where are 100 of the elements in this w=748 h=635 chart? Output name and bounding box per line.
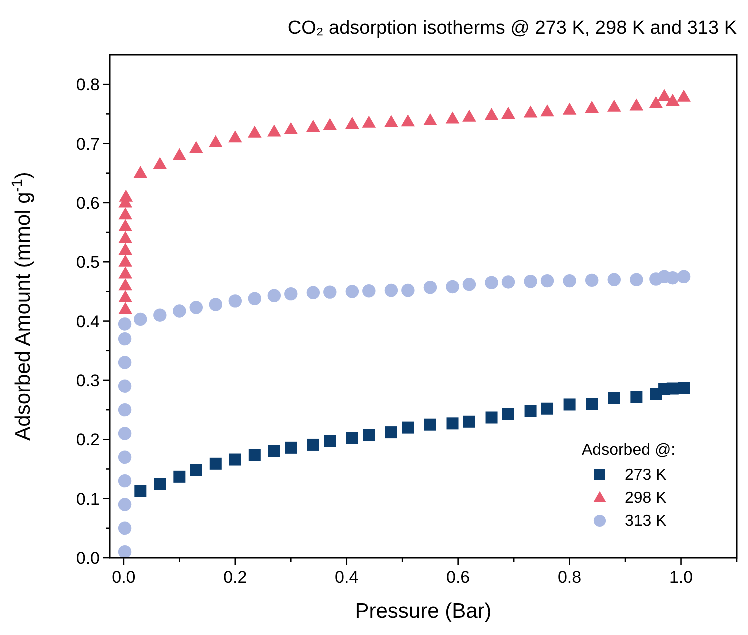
legend-title: Adsorbed @:: [582, 442, 676, 459]
point: [677, 270, 691, 284]
point: [424, 418, 436, 431]
point: [118, 450, 132, 464]
point: [362, 284, 376, 298]
point: [118, 243, 133, 256]
point: [384, 284, 398, 298]
point: [630, 391, 643, 404]
point: [363, 430, 376, 442]
point: [228, 130, 242, 143]
point: [209, 298, 222, 312]
point: [189, 141, 204, 154]
point: [248, 449, 261, 462]
point: [424, 113, 438, 126]
point: [285, 442, 298, 454]
point: [402, 422, 414, 434]
chart-title: CO₂ adsorption isotherms @ 273 K, 298 K and 313 K: [288, 18, 738, 39]
point: [446, 112, 460, 124]
point: [463, 416, 476, 428]
point: [208, 135, 223, 148]
point: [210, 458, 222, 470]
y-tick-label: 0.4: [76, 312, 100, 332]
x-tick-label: 0.8: [558, 568, 582, 587]
point: [563, 274, 576, 288]
point: [346, 285, 360, 298]
point: [284, 287, 298, 301]
point: [118, 498, 132, 512]
point: [607, 100, 622, 112]
point: [540, 104, 554, 117]
point: [630, 273, 644, 286]
legend-label: 273 K: [625, 467, 668, 484]
point: [118, 254, 133, 267]
point: [134, 312, 148, 326]
point: [118, 231, 133, 244]
legend-label: 298 K: [625, 490, 668, 507]
point: [485, 276, 498, 290]
x-axis-title: Pressure (Bar): [355, 600, 492, 623]
point: [118, 380, 132, 393]
point: [228, 294, 242, 308]
point: [346, 117, 360, 130]
point: [484, 108, 499, 120]
point: [118, 302, 133, 314]
point: [424, 280, 438, 294]
point: [630, 98, 644, 111]
point: [649, 96, 664, 108]
point: [502, 276, 516, 289]
point: [284, 122, 298, 134]
point: [118, 356, 132, 370]
point: [446, 280, 460, 294]
x-tick-label: 1.0: [669, 568, 694, 587]
point: [173, 304, 186, 318]
point: [118, 208, 133, 220]
point: [118, 474, 132, 488]
point: [446, 418, 459, 430]
point: [585, 101, 599, 114]
point: [154, 478, 166, 490]
point: [324, 286, 337, 299]
point: [118, 278, 133, 291]
y-tick-label: 0.2: [76, 430, 100, 450]
point: [346, 432, 358, 444]
point: [154, 308, 167, 322]
point: [118, 332, 132, 346]
point: [608, 273, 621, 286]
point: [268, 445, 280, 458]
point: [306, 120, 320, 132]
point: [486, 412, 498, 424]
point: [586, 398, 598, 410]
point: [248, 292, 262, 306]
point: [502, 408, 514, 420]
point: [174, 470, 186, 483]
point: [666, 271, 680, 285]
point: [118, 266, 133, 279]
point: [324, 435, 336, 448]
point: [462, 278, 476, 292]
point: [172, 148, 187, 160]
x-tick-label: 0.0: [112, 568, 136, 587]
point: [190, 301, 203, 314]
point: [248, 126, 262, 138]
y-tick-label: 0.3: [76, 371, 100, 390]
point: [268, 289, 282, 302]
legend-label: 313 K: [625, 513, 668, 530]
y-tick-label: 0.6: [76, 194, 100, 213]
y-tick-label: 0.8: [76, 76, 100, 95]
point: [306, 286, 320, 300]
point: [562, 102, 577, 115]
point: [384, 115, 398, 128]
point: [402, 284, 415, 298]
point: [118, 427, 132, 440]
point: [118, 522, 132, 536]
point: [524, 405, 537, 418]
point: [540, 274, 554, 288]
point: [118, 403, 132, 417]
point: [585, 274, 599, 288]
point: [677, 90, 691, 102]
point: [119, 190, 134, 202]
point: [666, 94, 680, 106]
point: [462, 110, 476, 122]
point: [542, 402, 554, 415]
point: [608, 392, 620, 404]
point: [524, 275, 538, 288]
